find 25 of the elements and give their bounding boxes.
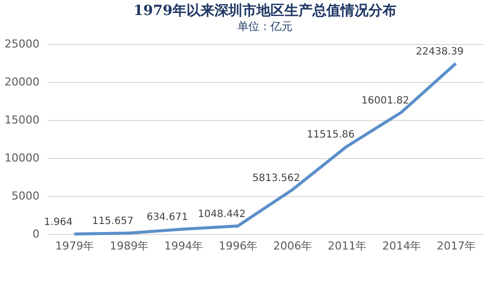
y-tick-label: 15000 xyxy=(4,114,40,126)
y-tick-label: 25000 xyxy=(4,38,40,50)
chart-subtitle: 单位：亿元 xyxy=(238,20,292,33)
x-tick-label: 2006年 xyxy=(273,240,312,252)
data-label: 16001.82 xyxy=(361,95,410,106)
x-tick-label: 1996年 xyxy=(218,240,258,252)
data-label: 634.671 xyxy=(146,212,188,224)
data-label: 1.964 xyxy=(44,216,73,228)
data-label: 22438.39 xyxy=(416,46,464,58)
x-tick-label: 2017年 xyxy=(436,240,476,252)
data-label: 11515.86 xyxy=(306,129,355,140)
x-tick-label: 1979年 xyxy=(55,240,94,252)
y-tick-label: 20000 xyxy=(4,76,40,88)
y-tick-label: 0 xyxy=(32,228,40,240)
data-label: 115.657 xyxy=(92,216,134,228)
y-tick-label: 10000 xyxy=(4,152,40,164)
data-label: 1048.442 xyxy=(198,209,246,220)
x-tick-label: 2011年 xyxy=(328,240,367,252)
y-tick-label: 5000 xyxy=(12,190,40,202)
x-tick-label: 1989年 xyxy=(110,240,149,252)
chart-title: 1979年以来深圳市地区生产总值情况分布 xyxy=(134,2,396,19)
x-tick-label: 2014年 xyxy=(382,240,422,252)
x-tick-label: 1994年 xyxy=(164,240,204,252)
line-series xyxy=(72,62,458,236)
data-label: 5813.562 xyxy=(252,172,300,184)
